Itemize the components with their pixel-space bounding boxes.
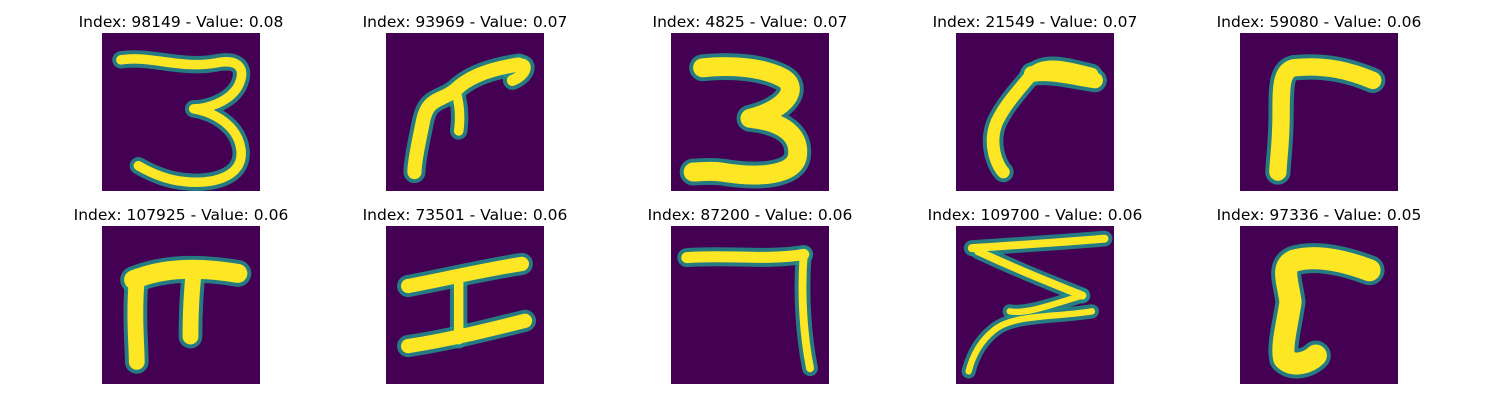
image-panel: Index: 59080 - Value: 0.06 [1209, 13, 1429, 213]
glyph-stroke [112, 50, 251, 191]
digit-image [1240, 33, 1398, 191]
image-panel: Index: 98149 - Value: 0.08 [71, 13, 291, 213]
digit-image [956, 226, 1114, 384]
digit-image [956, 33, 1114, 191]
glyph-stroke [679, 53, 812, 189]
panel-title: Index: 109700 - Value: 0.06 [927, 206, 1143, 224]
panel-title: Index: 93969 - Value: 0.07 [362, 13, 568, 31]
image-panel: Index: 109700 - Value: 0.06 [925, 206, 1145, 406]
image-panel: Index: 93969 - Value: 0.07 [355, 13, 575, 213]
digit-image [102, 226, 260, 384]
digit-image [386, 33, 544, 191]
glyph-stroke [403, 53, 535, 184]
panel-title: Index: 4825 - Value: 0.07 [652, 13, 848, 31]
glyph-stroke [961, 230, 1113, 379]
glyph-stroke [120, 255, 252, 374]
panel-title: Index: 98149 - Value: 0.08 [78, 13, 284, 31]
glyph-stroke [1265, 54, 1386, 185]
digit-image [671, 33, 829, 191]
glyph-stroke [397, 252, 537, 358]
digit-image [671, 226, 829, 384]
glyph-stroke [677, 244, 818, 377]
panel-title: Index: 73501 - Value: 0.06 [362, 206, 568, 224]
panel-title: Index: 21549 - Value: 0.07 [932, 13, 1138, 31]
image-panel: Index: 73501 - Value: 0.06 [355, 206, 575, 406]
digit-image [102, 33, 260, 191]
image-panel: Index: 87200 - Value: 0.06 [640, 206, 860, 406]
digit-image [1240, 226, 1398, 384]
panel-title: Index: 59080 - Value: 0.06 [1216, 13, 1422, 31]
image-panel: Index: 107925 - Value: 0.06 [71, 206, 291, 406]
digit-image [386, 226, 544, 384]
panel-title: Index: 97336 - Value: 0.05 [1216, 206, 1422, 224]
panel-title: Index: 87200 - Value: 0.06 [647, 206, 853, 224]
image-background [956, 33, 1114, 191]
panel-title: Index: 107925 - Value: 0.06 [73, 206, 289, 224]
image-panel: Index: 4825 - Value: 0.07 [640, 13, 860, 213]
glyph-stroke [1268, 243, 1385, 379]
image-panel: Index: 21549 - Value: 0.07 [925, 13, 1145, 213]
image-panel: Index: 97336 - Value: 0.05 [1209, 206, 1429, 406]
glyph-stroke [982, 56, 1107, 183]
